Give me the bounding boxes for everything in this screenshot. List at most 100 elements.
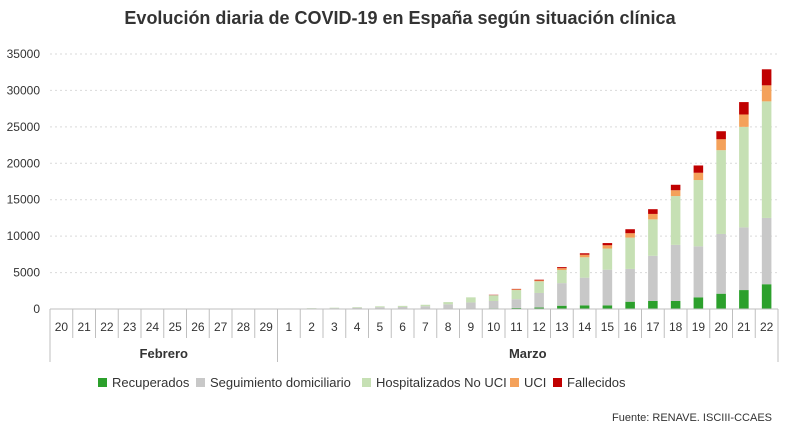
bar-segment-seguimiento-domiciliario [625, 268, 635, 302]
bar-segment-fallecidos [761, 69, 772, 86]
bar-segment-fallecidos [557, 267, 567, 269]
bar-segment-uci [602, 245, 613, 249]
legend-swatch [510, 378, 519, 387]
bar-segment-fallecidos [625, 229, 635, 234]
bar-segment-hospitalizados-no-uci [534, 281, 544, 293]
bar-segment-recuperados [557, 305, 567, 309]
bar-segment-fallecidos [670, 184, 681, 191]
x-tick-label: 20 [55, 320, 69, 334]
x-tick-label: 21 [77, 320, 91, 334]
x-tick-label: 16 [623, 320, 637, 334]
y-tick-label: 30000 [7, 83, 41, 97]
x-tick-label: 8 [445, 320, 452, 334]
legend-swatch [362, 378, 371, 387]
x-tick-label: 27 [214, 320, 228, 334]
bar-segment-hospitalizados-no-uci [557, 270, 567, 284]
x-tick-label: 10 [487, 320, 501, 334]
month-label: Febrero [140, 346, 188, 361]
bar-segment-recuperados [693, 297, 704, 309]
bar-segment-recuperados [648, 300, 658, 309]
legend-swatch [196, 378, 205, 387]
bar-segment-hospitalizados-no-uci [443, 302, 453, 305]
x-tick-label: 24 [146, 320, 160, 334]
bar-segment-hospitalizados-no-uci [625, 237, 635, 269]
x-tick-label: 5 [377, 320, 384, 334]
y-tick-label: 10000 [7, 229, 41, 243]
bar-segment-seguimiento-domiciliario [693, 246, 704, 298]
bar-segment-hospitalizados-no-uci [716, 150, 726, 234]
bar-segment-seguimiento-domiciliario [739, 227, 749, 291]
bar-segment-seguimiento-domiciliario [466, 302, 476, 309]
bar-segment-recuperados [625, 301, 635, 309]
bar-segment-uci [739, 114, 749, 127]
x-tick-label: 3 [331, 320, 338, 334]
bar-segment-uci [716, 139, 726, 151]
bar-segment-fallecidos [716, 131, 726, 140]
bar-segment-seguimiento-domiciliario [602, 269, 613, 306]
legend-label: Fallecidos [567, 375, 626, 390]
bar-segment-uci [625, 233, 635, 238]
chart-title: Evolución diaria de COVID-19 en España s… [124, 8, 676, 28]
bar-segment-hospitalizados-no-uci [670, 196, 681, 245]
bar-segment-hospitalizados-no-uci [648, 219, 658, 256]
bar-segment-uci [579, 254, 590, 258]
x-tick-label: 13 [555, 320, 569, 334]
bar-segment-seguimiento-domiciliario [488, 300, 499, 309]
bar-segment-fallecidos [648, 209, 658, 214]
bar-segment-seguimiento-domiciliario [761, 217, 772, 285]
x-tick-label: 19 [692, 320, 706, 334]
x-tick-label: 4 [354, 320, 361, 334]
bar-segment-fallecidos [602, 243, 613, 246]
legend-label: Seguimiento domiciliario [210, 375, 351, 390]
bar-segment-fallecidos [579, 253, 590, 255]
x-tick-label: 15 [601, 320, 615, 334]
legend-swatch [553, 378, 562, 387]
x-axis: 20 21 22 23 24 25 26 27 28 29 1 2 3 4 5 6 7 8 9 10 11 12 13 14 1… [49, 308, 779, 362]
bar-segment-fallecidos [534, 279, 544, 281]
bar-segment-hospitalizados-no-uci [739, 126, 749, 228]
bar-segment-uci [670, 190, 681, 197]
x-tick-label: 18 [669, 320, 683, 334]
legend-label: Recuperados [112, 375, 190, 390]
bar-segment-recuperados [716, 293, 726, 309]
bar-segment-hospitalizados-no-uci [352, 307, 362, 308]
legend: Recuperados Seguimiento domiciliario Hospi… [98, 375, 626, 390]
x-tick-label: 1 [286, 320, 293, 334]
bar-segment-seguimiento-domiciliario [534, 292, 544, 308]
bar-segment-fallecidos [739, 102, 749, 115]
bar-segment-uci [511, 289, 522, 291]
y-tick-label: 25000 [7, 120, 41, 134]
y-tick-label: 15000 [7, 193, 41, 207]
bar-segment-hospitalizados-no-uci [579, 257, 590, 278]
source-note: Fuente: RENAVE. ISCIII-CCAES [612, 412, 772, 424]
bar-segment-seguimiento-domiciliario [670, 244, 681, 301]
x-tick-label: 2 [308, 320, 315, 334]
bar-segment-recuperados [534, 307, 544, 309]
bar-segment-seguimiento-domiciliario [557, 283, 567, 306]
bar-segment-uci [693, 172, 704, 181]
bar-segment-hospitalizados-no-uci [466, 297, 476, 303]
bar-segment-hospitalizados-no-uci [375, 306, 385, 308]
x-tick-label: 9 [468, 320, 475, 334]
bar-segment-fallecidos [693, 165, 704, 173]
grid-lines [50, 53, 778, 274]
bar-segment-recuperados [511, 307, 522, 309]
x-tick-label: 25 [168, 320, 182, 334]
x-tick-label: 12 [532, 320, 546, 334]
y-axis-ticks: 0 5000 10000 15000 20000 25000 30000 35000 [7, 47, 41, 316]
x-tick-label: 21 [737, 320, 751, 334]
bars [284, 69, 772, 309]
bar-segment-recuperados [670, 300, 681, 309]
legend-label: Hospitalizados No UCI [376, 375, 507, 390]
legend-swatch [98, 378, 107, 387]
x-tick-label: 11 [510, 320, 523, 334]
legend-label: UCI [524, 375, 546, 390]
x-tick-label: 26 [191, 320, 205, 334]
y-tick-label: 0 [33, 302, 40, 316]
bar-segment-seguimiento-domiciliario [511, 299, 522, 308]
bar-segment-hospitalizados-no-uci [488, 295, 499, 301]
bar-segment-hospitalizados-no-uci [511, 290, 522, 300]
bar-segment-seguimiento-domiciliario [648, 255, 658, 301]
bar-segment-hospitalizados-no-uci [761, 101, 772, 218]
x-tick-label: 20 [714, 320, 728, 334]
